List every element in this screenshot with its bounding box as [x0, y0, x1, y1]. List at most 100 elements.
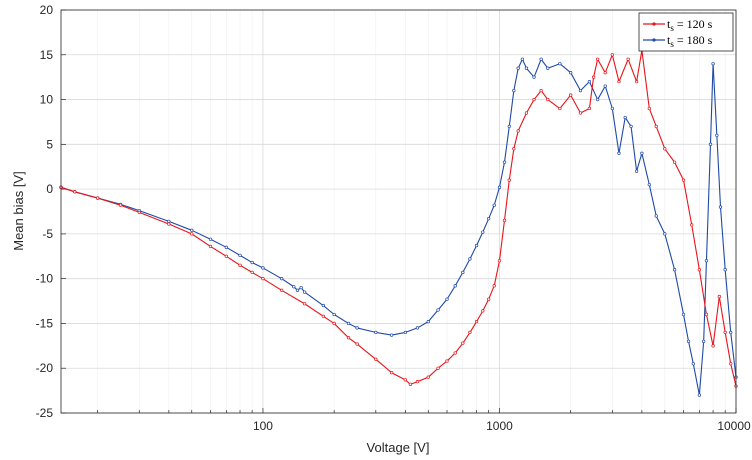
- y-tick-label: -10: [36, 272, 54, 286]
- series-point: [587, 79, 592, 84]
- x-tick-label: 100: [253, 419, 273, 433]
- series-point: [723, 268, 727, 272]
- series-point: [487, 217, 491, 221]
- series-point: [524, 111, 529, 115]
- series-point: [167, 222, 171, 226]
- series-point: [654, 124, 658, 129]
- series-point: [603, 71, 607, 75]
- series-point: [595, 97, 600, 102]
- series-point: [190, 228, 194, 232]
- series-point: [73, 190, 77, 194]
- series-point: [507, 124, 511, 129]
- series-point: [558, 106, 562, 111]
- series-point: [690, 223, 694, 227]
- series-point: [578, 88, 583, 93]
- series-point: [280, 288, 284, 292]
- series-point: [299, 285, 303, 290]
- series-point: [118, 203, 123, 207]
- series-point: [711, 344, 715, 348]
- series-point: [623, 115, 627, 120]
- series-point: [507, 178, 511, 182]
- x-axis-label: Voltage [V]: [367, 440, 430, 455]
- series-point: [723, 330, 727, 335]
- series-point: [403, 378, 408, 382]
- series-point: [403, 330, 408, 335]
- series-point: [629, 124, 633, 129]
- series-point: [634, 169, 639, 173]
- series-point: [374, 330, 378, 335]
- y-tick-label: 20: [40, 3, 54, 17]
- series-point: [532, 75, 536, 79]
- series-point: [686, 339, 691, 344]
- plot-area: [61, 10, 736, 413]
- series-point: [445, 297, 449, 301]
- y-tick-label: -25: [36, 406, 54, 420]
- series-point: [663, 232, 667, 236]
- series-point: [355, 326, 359, 330]
- legend-box: [638, 12, 734, 52]
- series-point: [389, 333, 394, 337]
- series-point: [408, 382, 413, 386]
- series-point: [569, 71, 573, 75]
- series-point: [474, 243, 479, 248]
- series-point: [474, 320, 479, 324]
- series-point: [302, 302, 307, 306]
- series-point: [481, 230, 485, 234]
- legend-label-120-main: t: [667, 17, 671, 31]
- series-point: [292, 285, 296, 289]
- series-point: [558, 62, 562, 66]
- series-point: [280, 277, 284, 281]
- series-point: [436, 308, 440, 312]
- series-point: [355, 342, 359, 346]
- series-point: [332, 312, 336, 317]
- series-point: [332, 321, 336, 326]
- series-point: [190, 232, 194, 236]
- legend-label-180-rest: = 180 s: [674, 33, 713, 47]
- series-point: [578, 111, 583, 115]
- series-point: [415, 380, 420, 384]
- legend-label-180: ts = 180 s: [667, 33, 713, 49]
- series-point: [261, 277, 265, 281]
- series-point: [672, 160, 677, 164]
- series-layer: [59, 48, 738, 397]
- y-tick-label: 10: [40, 93, 54, 107]
- legend-label-120-rest: = 120 s: [674, 17, 713, 31]
- series-point: [617, 151, 621, 155]
- series-point: [711, 62, 715, 66]
- series-point: [468, 257, 472, 261]
- x-tick-label: 10000: [717, 419, 751, 433]
- series-point: [295, 288, 300, 292]
- series-point: [704, 259, 709, 263]
- y-tick-label: 5: [46, 137, 53, 151]
- series-point: [697, 268, 702, 272]
- series-point: [532, 97, 536, 102]
- y-tick-label: -5: [42, 227, 53, 241]
- series-180s: [59, 57, 738, 397]
- series-point: [261, 266, 265, 270]
- series-point: [492, 203, 496, 207]
- series-point: [717, 294, 721, 299]
- y-tick-label: 15: [40, 48, 54, 62]
- series-point: [617, 79, 621, 84]
- series-point: [516, 66, 520, 70]
- series-point: [502, 160, 507, 164]
- series-point: [492, 284, 496, 288]
- series-point: [238, 253, 242, 258]
- y-tick-label: 0: [46, 182, 53, 196]
- series-point: [321, 303, 325, 308]
- series-point: [238, 263, 242, 267]
- series-point: [302, 290, 307, 294]
- series-point: [137, 210, 141, 215]
- series-point: [524, 66, 529, 70]
- series-point: [415, 326, 420, 330]
- series-point: [681, 312, 686, 317]
- series-point: [389, 371, 394, 375]
- series-point: [647, 106, 651, 111]
- series-point: [426, 320, 430, 324]
- x-tick-label: 1000: [486, 419, 513, 433]
- legend-label-120: ts = 120 s: [667, 17, 713, 33]
- legend-marker-120: [652, 22, 656, 26]
- legend-marker-180: [652, 38, 656, 42]
- series-point: [374, 357, 378, 361]
